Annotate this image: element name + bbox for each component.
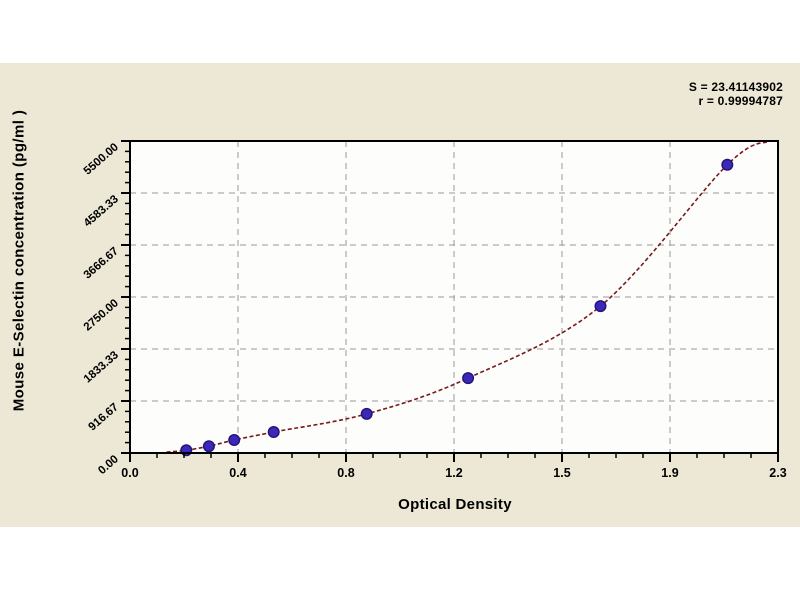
data-point xyxy=(267,426,280,439)
fit-statistics: S = 23.41143902 r = 0.99994787 xyxy=(689,80,783,108)
grid-lines xyxy=(130,141,778,453)
x-tick-label: 1.9 xyxy=(661,466,678,480)
x-tick-label: 0.0 xyxy=(121,466,138,480)
x-tick-label: 0.8 xyxy=(337,466,354,480)
axis-ticks xyxy=(121,140,779,462)
x-tick-label: 2.3 xyxy=(769,466,786,480)
data-point xyxy=(721,158,734,171)
x-tick-labels: 0.0 0.4 0.8 1.2 1.5 1.9 2.3 xyxy=(121,466,786,480)
data-point xyxy=(228,434,241,447)
data-point xyxy=(594,300,607,313)
stat-standard-error: S = 23.41143902 xyxy=(688,80,783,94)
x-tick-label: 1.5 xyxy=(553,466,570,480)
x-tick-label: 1.2 xyxy=(445,466,462,480)
data-point xyxy=(202,440,215,453)
x-tick-label: 0.4 xyxy=(229,466,246,480)
data-point xyxy=(462,372,475,385)
data-point xyxy=(360,407,373,420)
plot-frame xyxy=(129,140,779,454)
x-axis-title: Optical Density xyxy=(398,496,512,513)
plot-border xyxy=(129,140,779,454)
stat-correlation: r = 0.99994787 xyxy=(698,94,783,108)
y-axis-title: Mouse E-Selectin concentration (pg/ml ) xyxy=(10,109,28,412)
